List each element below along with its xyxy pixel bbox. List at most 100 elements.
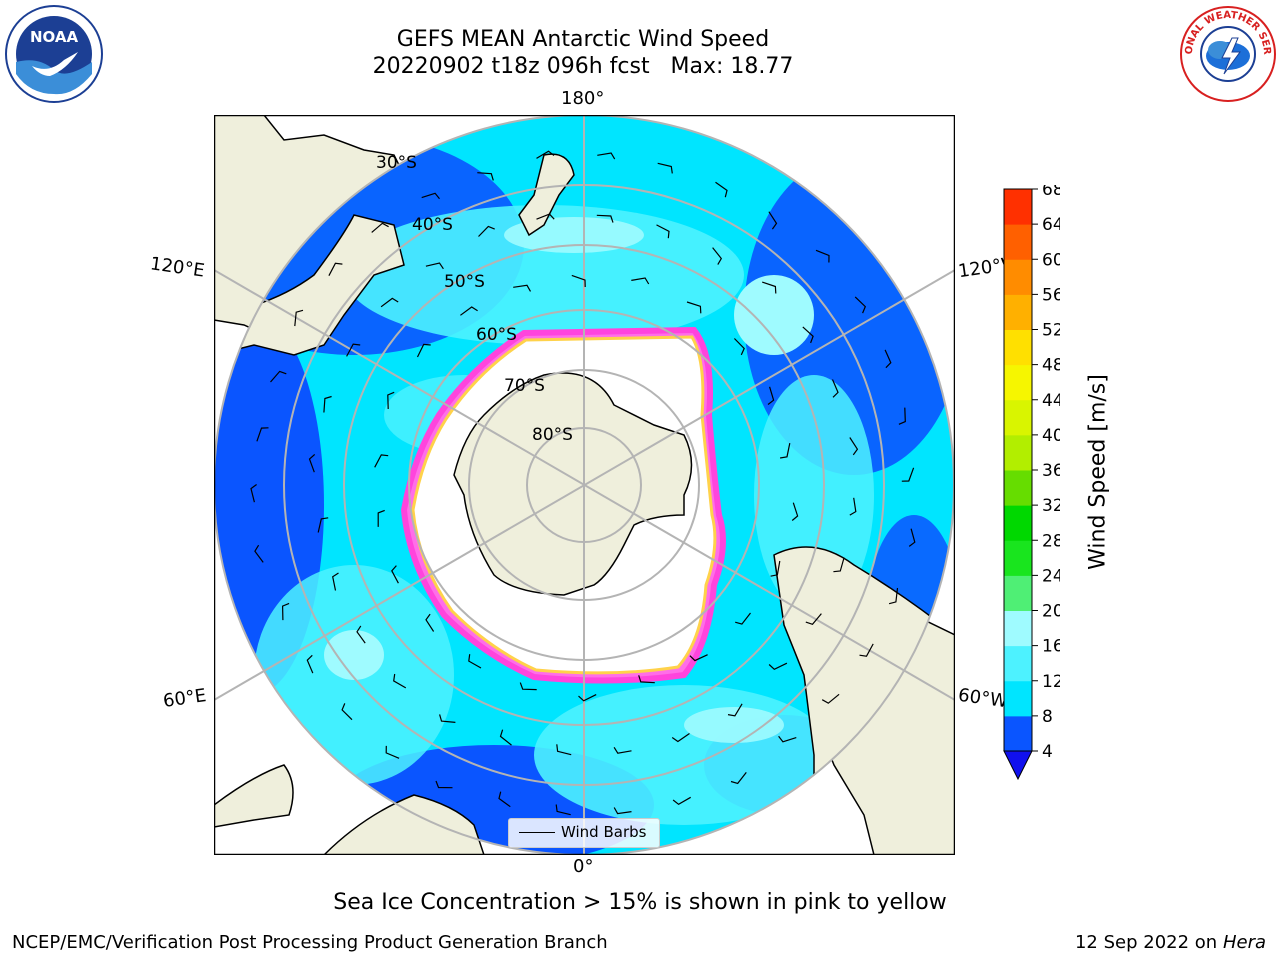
colorbar-tick-label: 40: [1042, 426, 1060, 446]
wind-barb: [768, 662, 788, 671]
wind-barb: [805, 613, 822, 625]
wind-barb: [439, 714, 456, 723]
colorbar-tick-label: 28: [1042, 531, 1060, 551]
colorbar-tick-label: 52: [1042, 321, 1060, 341]
colorbar-cell: [1004, 189, 1032, 225]
colorbar-cell: [1004, 364, 1032, 401]
wind-barb: [256, 427, 269, 442]
wind-barb: [821, 693, 840, 704]
colorbar-cell: [1004, 540, 1032, 576]
wind-barbs: [250, 150, 916, 816]
wind-barb: [371, 222, 389, 233]
wind-barb: [908, 528, 916, 547]
wind-barb: [468, 654, 482, 669]
wind-barb: [421, 192, 440, 200]
wind-barb: [849, 437, 859, 456]
chart-title: GEFS MEAN Antarctic Wind Speed: [396, 27, 770, 52]
wind-barb: [306, 654, 314, 674]
wind-barb: [815, 249, 830, 263]
wind-barb: [380, 297, 399, 308]
wind-barb: [859, 643, 874, 657]
wind-barb: [733, 338, 745, 356]
wind-barb: [387, 391, 395, 410]
wind-barb: [556, 744, 572, 756]
colorbar-tick-label: 36: [1042, 461, 1060, 481]
wind-barb: [332, 572, 339, 591]
wind-barb: [689, 654, 708, 662]
wind-barb: [536, 150, 555, 159]
colorbar-tick-label: 4: [1042, 742, 1053, 762]
wind-barb: [727, 703, 743, 717]
colorbar-cell: [1004, 505, 1032, 541]
nws-logo: NATIONAL WEATHER SERVICE: [1178, 4, 1276, 102]
colorbar-label: Wind Speed [m/s]: [1085, 374, 1111, 570]
wind-barb: [631, 277, 650, 285]
wind-barb: [374, 454, 389, 468]
colorbar-cell: [1004, 645, 1032, 682]
colorbar-tick-label: 32: [1042, 496, 1060, 516]
wind-barb: [597, 152, 616, 160]
date-text: 12 Sep 2022 on: [1074, 932, 1218, 953]
polar-map: 30°S 40°S 50°S 60°S 70°S 80°S: [214, 115, 955, 855]
colorbar-under-triangle: [1003, 750, 1033, 781]
colorbar-cell: [1004, 575, 1032, 611]
colorbar-tick-label: 68: [1042, 185, 1060, 200]
wind-barb: [854, 296, 867, 314]
wind-barb: [498, 791, 511, 808]
colorbar-tick-label: 48: [1042, 356, 1060, 376]
colorbar-cell: [1004, 399, 1032, 436]
colorbar-cell: [1004, 434, 1032, 471]
lat-label-70s: 70°S: [504, 376, 545, 396]
wind-barb: [686, 301, 702, 314]
colorbar-tick-label: 44: [1042, 391, 1060, 411]
colorbar-tick-label: 24: [1042, 566, 1060, 586]
wind-barb: [478, 225, 495, 237]
chart-subtitle: 20220902 t18z 096h fcst Max: 18.77: [372, 54, 794, 79]
wind-barb: [377, 509, 385, 527]
wind-barb: [888, 587, 899, 605]
wind-barb: [730, 772, 747, 785]
wind-barb: [391, 565, 399, 584]
lon-label-60e: 60°E: [161, 685, 208, 712]
wind-barb: [317, 517, 329, 533]
colorbar-tick-label: 8: [1042, 707, 1053, 727]
colorbar-tick-label: 60: [1042, 250, 1060, 270]
wind-barb: [519, 682, 537, 691]
sea-ice-note: Sea Ice Concentration > 15% is shown in …: [333, 890, 947, 915]
lat-label-40s: 40°S: [412, 215, 453, 235]
colorbar-cell: [1004, 715, 1032, 752]
lat-label-60s: 60°S: [476, 325, 517, 345]
colorbar-tick-label: 56: [1042, 285, 1060, 305]
wind-barb: [323, 395, 332, 413]
wind-barb: [778, 735, 797, 743]
wind-barb: [884, 349, 892, 369]
wind-barb: [712, 247, 723, 265]
wind-barb: [346, 343, 361, 357]
wind-barb: [802, 326, 814, 344]
colorbar-cell: [1004, 610, 1032, 647]
wind-barb: [657, 162, 673, 174]
noaa-logo-text: NOAA: [30, 28, 79, 46]
wind-barb: [898, 407, 906, 425]
wind-barb: [308, 453, 316, 473]
lon-label-0: 0°: [573, 856, 594, 877]
wind-barb: [596, 214, 614, 223]
wind-barb: [536, 213, 555, 220]
colorbar-cell: [1004, 680, 1032, 717]
wind-barb: [638, 675, 655, 684]
wind-barb: [656, 224, 670, 239]
wind-barb: [328, 262, 343, 276]
wind-barb: [425, 613, 435, 632]
wind-barb: [425, 262, 444, 270]
wind-barb: [767, 386, 775, 405]
wind-barb: [578, 694, 597, 702]
date-stamp: 12 Sep 2022 on Hera: [1075, 932, 1266, 953]
wind-barb: [613, 746, 632, 754]
wind-barb: [513, 284, 532, 292]
wind-barb: [770, 560, 781, 577]
noaa-logo: NOAA: [5, 5, 103, 103]
legend-line-swatch: [519, 832, 555, 833]
wind-barb: [435, 780, 453, 789]
wind-barb: [831, 379, 839, 398]
